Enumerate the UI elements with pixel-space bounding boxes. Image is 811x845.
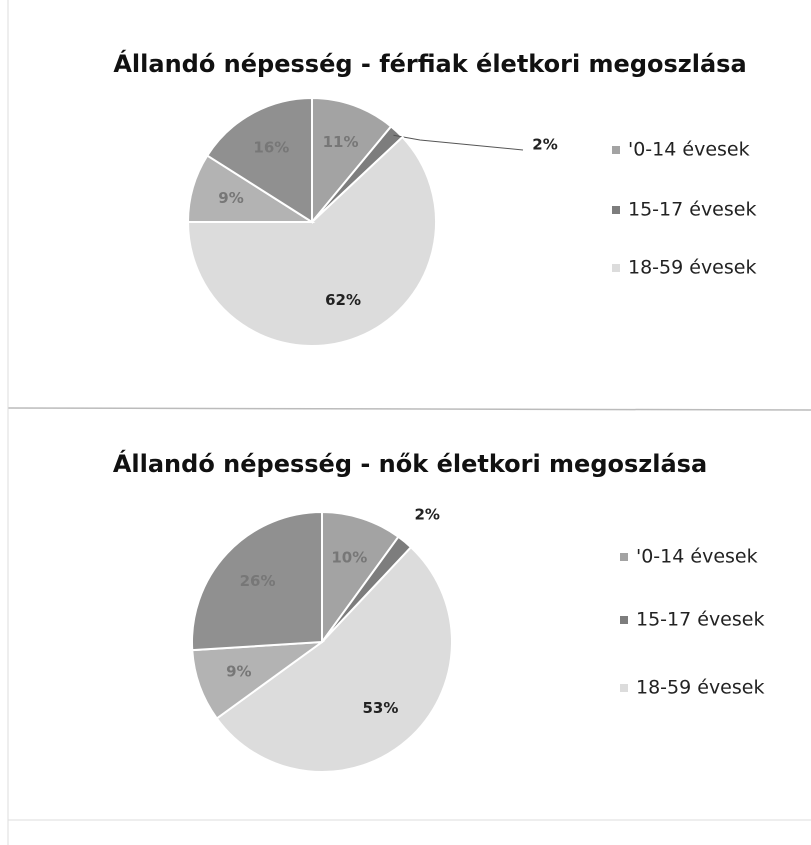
data-label: 11% xyxy=(323,133,359,151)
legend-swatch xyxy=(620,553,628,561)
data-label: 62% xyxy=(325,291,361,309)
pie-slice xyxy=(191,510,323,652)
legend-swatch xyxy=(620,684,628,692)
legend-swatch xyxy=(612,146,620,154)
data-label: 26% xyxy=(240,572,276,590)
legend-label: 18-59 évesek xyxy=(628,257,756,279)
data-label: 9% xyxy=(226,662,251,680)
pie-slice xyxy=(205,96,313,224)
legend-swatch xyxy=(612,206,620,214)
data-label: 9% xyxy=(218,189,243,207)
pie-slice xyxy=(215,545,453,774)
legend-label: '0-14 évesek xyxy=(636,546,758,568)
pie-slice xyxy=(321,510,400,646)
data-label: 2% xyxy=(532,136,557,154)
data-label: 10% xyxy=(331,548,367,566)
legend-swatch xyxy=(612,264,620,272)
chart-title: Állandó népesség - nők életkori megoszlá… xyxy=(113,449,707,478)
divider xyxy=(7,407,811,411)
legend-swatch xyxy=(620,616,628,624)
pie-slice xyxy=(186,135,437,347)
legend-label: '0-14 évesek xyxy=(628,139,750,161)
legend-label: 15-17 évesek xyxy=(636,609,764,631)
data-label: 2% xyxy=(414,505,439,523)
data-label: 53% xyxy=(363,699,399,717)
data-label: 16% xyxy=(253,139,289,157)
legend-label: 18-59 évesek xyxy=(636,677,764,699)
chart-title: Állandó népesség - férfiak életkori mego… xyxy=(113,49,746,78)
pie-slice xyxy=(311,96,393,225)
legend-label: 15-17 évesek xyxy=(628,199,756,221)
